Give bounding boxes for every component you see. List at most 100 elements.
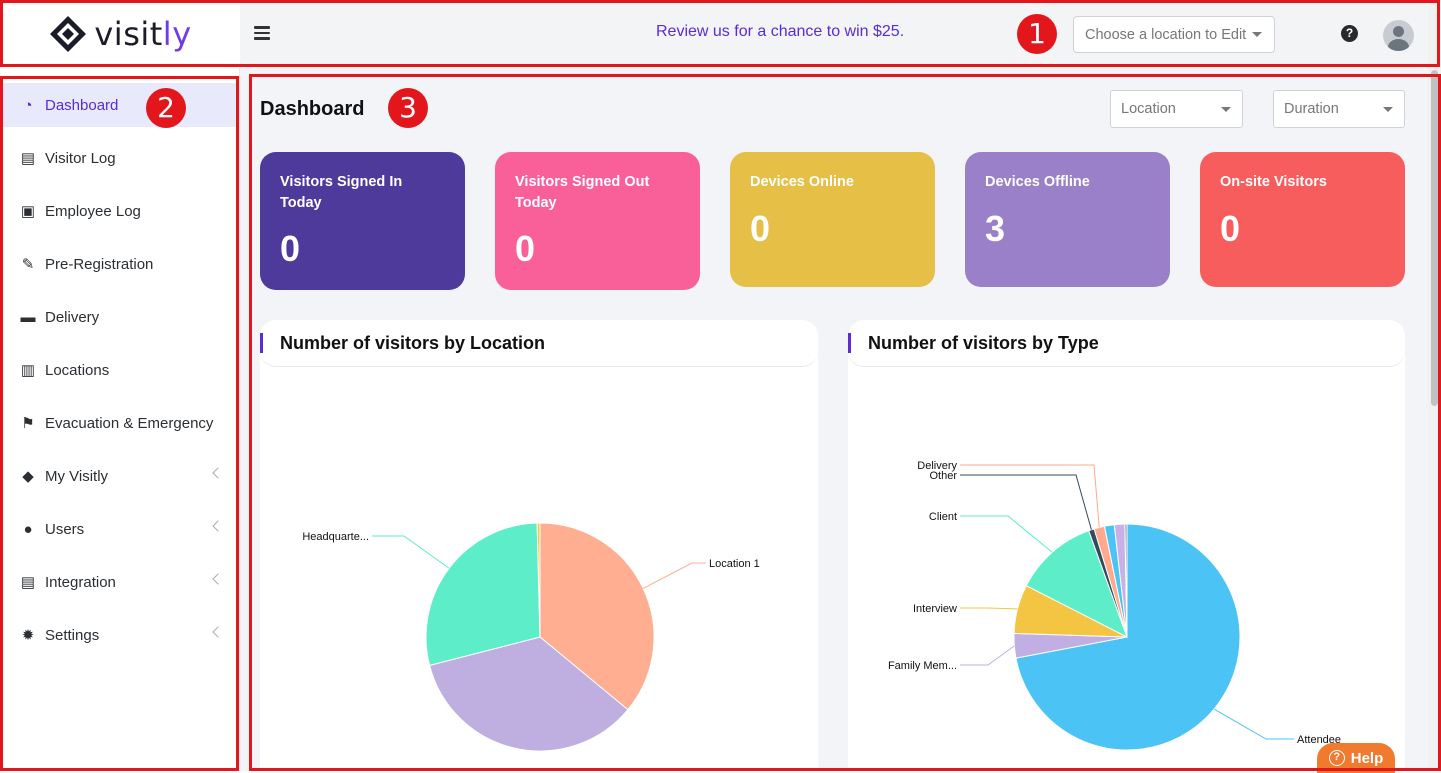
stat-value: 0 bbox=[515, 228, 536, 269]
logo-text: visitly bbox=[94, 15, 192, 53]
location-pie-chart: Location 1 Headquarte... bbox=[302, 522, 760, 752]
pie-leader-line bbox=[960, 645, 1015, 666]
logo[interactable]: visitly bbox=[0, 0, 240, 68]
sidebar-item-label: Delivery bbox=[45, 308, 100, 326]
running-person-icon: ⚑ bbox=[21, 415, 35, 432]
sidebar-item-label: Employee Log bbox=[45, 202, 141, 220]
stat-label: Visitors Signed In Today bbox=[280, 174, 403, 211]
sidebar-item-settings[interactable]: ✹ Settings bbox=[3, 613, 236, 657]
caret-down-icon bbox=[1383, 107, 1393, 112]
stat-label: Visitors Signed Out Today bbox=[515, 174, 650, 211]
sidebar-item-visitor-log[interactable]: ▤ Visitor Log bbox=[3, 136, 236, 180]
pie-label: Delivery bbox=[917, 460, 957, 472]
pie-leader-line bbox=[960, 607, 1018, 610]
sidebar-item-employee-log[interactable]: ▣ Employee Log bbox=[3, 189, 236, 233]
users-icon: ● bbox=[23, 520, 33, 538]
stat-value: 0 bbox=[750, 208, 771, 249]
pie-leader-line bbox=[372, 535, 450, 569]
sidebar-item-label: Evacuation & Emergency bbox=[45, 414, 214, 432]
sidebar-item-my-visitly[interactable]: ◆ My Visitly bbox=[3, 454, 236, 498]
visitors-by-location-panel: Number of visitors by Location Location … bbox=[260, 320, 818, 771]
integration-icon: ▤ bbox=[20, 574, 36, 591]
layers-icon: ◆ bbox=[22, 468, 34, 485]
user-edit-icon: ✎ bbox=[21, 256, 35, 273]
avatar[interactable] bbox=[1383, 20, 1414, 51]
stat-label: On-site Visitors bbox=[1220, 174, 1327, 190]
stat-label: Devices Online bbox=[750, 174, 854, 190]
question-circle-icon[interactable]: ? bbox=[1341, 25, 1358, 42]
stat-card-devices-online[interactable]: Devices Online 0 bbox=[730, 152, 935, 287]
dashboard-gauge-icon: ◔ bbox=[23, 96, 33, 114]
help-button-label: Help bbox=[1350, 749, 1384, 767]
truck-icon: ▬ bbox=[20, 308, 36, 326]
pie-label: Client bbox=[929, 511, 957, 523]
sidebar-item-delivery[interactable]: ▬ Delivery bbox=[3, 295, 236, 339]
building-icon: ▥ bbox=[20, 362, 36, 379]
duration-filter-select[interactable]: Duration bbox=[1273, 90, 1405, 128]
stat-card-on-site-visitors[interactable]: On-site Visitors 0 bbox=[1200, 152, 1405, 287]
duration-filter-label: Duration bbox=[1284, 101, 1339, 117]
id-badge-icon: ▣ bbox=[20, 203, 36, 220]
pie-slice[interactable] bbox=[536, 522, 541, 638]
sidebar-item-label: Visitor Log bbox=[45, 149, 116, 167]
scrollbar[interactable] bbox=[1428, 0, 1441, 771]
sidebar-item-label: Dashboard bbox=[45, 96, 119, 114]
pie-slice[interactable] bbox=[425, 522, 541, 666]
location-edit-select-label: Choose a location to Edit bbox=[1085, 26, 1247, 43]
accent-bar bbox=[848, 333, 851, 353]
caret-down-icon bbox=[1252, 32, 1263, 37]
hamburger-menu-icon[interactable] bbox=[254, 26, 270, 40]
sidebar-item-locations[interactable]: ▥ Locations bbox=[3, 348, 236, 392]
chevron-left-icon bbox=[212, 520, 224, 532]
stat-card-visitors-signed-in-today[interactable]: Visitors Signed In Today 0 bbox=[260, 152, 465, 290]
sidebar-item-users[interactable]: ● Users bbox=[3, 507, 236, 551]
annotation-number: 2 bbox=[146, 88, 186, 128]
page-title: Dashboard bbox=[260, 98, 365, 120]
pie-slice[interactable] bbox=[539, 522, 655, 711]
pie-leader-line bbox=[960, 515, 1053, 553]
gear-icon: ✹ bbox=[21, 627, 35, 644]
sidebar-item-evacuation-emergency[interactable]: ⚑ Evacuation & Emergency bbox=[3, 401, 236, 445]
scrollbar-thumb[interactable] bbox=[1431, 70, 1438, 406]
visitly-logo-icon bbox=[50, 16, 87, 52]
visitors-by-type-panel: Number of visitors by Type Attendee Famil… bbox=[848, 320, 1405, 771]
pie-leader-line bbox=[960, 464, 1100, 528]
panel-title: Number of visitors by Location bbox=[280, 333, 546, 353]
chevron-left-icon bbox=[212, 467, 224, 479]
chevron-left-icon bbox=[212, 573, 224, 585]
location-edit-select[interactable]: Choose a location to Edit bbox=[1073, 16, 1275, 53]
sidebar-item-label: Pre-Registration bbox=[45, 255, 154, 273]
top-bar: visitly Review us for a chance to win $2… bbox=[0, 0, 1441, 68]
sidebar-item-integration[interactable]: ▤ Integration bbox=[3, 560, 236, 604]
pie-slice[interactable] bbox=[428, 636, 629, 752]
stat-card-visitors-signed-out-today[interactable]: Visitors Signed Out Today 0 bbox=[495, 152, 700, 290]
location-filter-select[interactable]: Location bbox=[1110, 90, 1243, 128]
pie-leader-line bbox=[960, 474, 1092, 530]
question-circle-icon: ? bbox=[1328, 750, 1345, 766]
panel-header: Number of visitors by Type bbox=[848, 320, 1405, 367]
sidebar-item-label: Settings bbox=[45, 626, 100, 644]
clipboard-icon: ▤ bbox=[20, 150, 36, 167]
review-promo-link[interactable]: Review us for a chance to win $25. bbox=[656, 23, 905, 40]
panel-header: Number of visitors by Location bbox=[260, 320, 818, 367]
sidebar-item-label: My Visitly bbox=[45, 467, 109, 485]
sidebar-item-pre-registration[interactable]: ✎ Pre-Registration bbox=[3, 242, 236, 286]
stat-value: 0 bbox=[1220, 208, 1241, 249]
pie-leader-line bbox=[1213, 708, 1294, 740]
caret-down-icon bbox=[1221, 107, 1231, 112]
annotation-number: 1 bbox=[1017, 14, 1057, 54]
sidebar-item-label: Users bbox=[45, 520, 85, 538]
pie-label: Other bbox=[929, 470, 957, 482]
stat-value: 0 bbox=[280, 228, 301, 269]
stat-card-devices-offline[interactable]: Devices Offline 3 bbox=[965, 152, 1170, 287]
accent-bar bbox=[260, 333, 263, 353]
sidebar-item-dashboard[interactable]: ◔ Dashboard bbox=[3, 83, 236, 127]
pie-label: Family Mem... bbox=[888, 660, 957, 672]
sidebar-item-label: Locations bbox=[45, 361, 110, 379]
pie-slice[interactable] bbox=[1124, 523, 1128, 638]
sidebar-item-label: Integration bbox=[45, 573, 116, 591]
annotation-number: 3 bbox=[388, 88, 428, 128]
help-button[interactable]: ? Help bbox=[1317, 743, 1395, 773]
pie-label: Location 1 bbox=[709, 558, 760, 570]
